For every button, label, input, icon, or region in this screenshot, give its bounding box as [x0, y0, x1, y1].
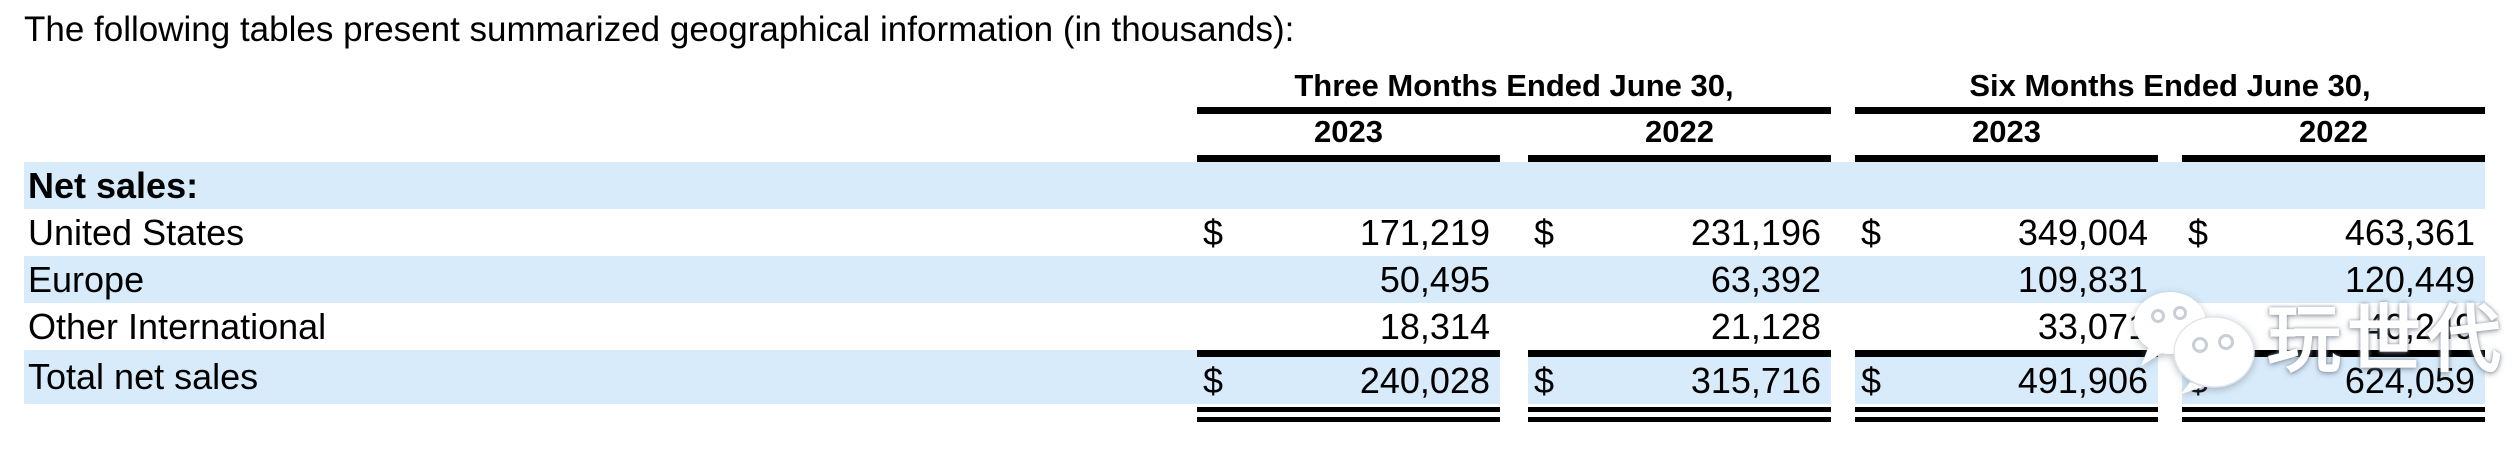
spacer-cell — [1500, 256, 1528, 303]
value-cell: $ 231,196 — [1528, 209, 1831, 256]
spacer-cell — [1831, 110, 1855, 162]
value: 349,004 — [2017, 211, 2148, 253]
geographic-sales-table: Three Months Ended June 30, Six Months E… — [24, 68, 2485, 430]
double-rule — [2182, 404, 2485, 430]
double-rule — [1197, 404, 1500, 430]
spacer-cell — [1831, 350, 1855, 404]
value-cell: $ 349,004 — [1855, 209, 2158, 256]
spacer-cell — [1500, 110, 1528, 162]
double-rule — [1855, 404, 2158, 430]
table-row-other-international: Other International 18,314 21,128 33,071… — [24, 303, 2485, 350]
dollar-sign: $ — [1203, 359, 1224, 401]
value: 463,361 — [2344, 211, 2475, 253]
total-value-cell: $ 240,028 — [1197, 350, 1500, 404]
year-header-row: 2023 2022 2023 2022 — [24, 110, 2485, 162]
spacer-cell — [24, 68, 1197, 114]
column-group-three-months: Three Months Ended June 30, — [1197, 68, 1831, 114]
spacer-cell — [2158, 303, 2182, 350]
section-header-row: Net sales: — [24, 162, 2485, 209]
dollar-sign: $ — [1534, 359, 1555, 401]
row-label: Europe — [28, 258, 145, 300]
column-group-six-months: Six Months Ended June 30, — [1855, 68, 2485, 114]
dollar-sign: $ — [2188, 211, 2209, 253]
dollar-sign: $ — [2188, 359, 2209, 401]
spacer-cell — [2158, 256, 2182, 303]
double-rule — [1528, 404, 1831, 430]
row-label: United States — [28, 211, 245, 253]
spacer-cell — [1500, 303, 1528, 350]
spacer-cell — [1500, 350, 1528, 404]
value-cell: 120,449 — [2344, 258, 2475, 300]
double-rule-row — [24, 404, 2485, 430]
dollar-sign: $ — [1861, 211, 1882, 253]
value: 231,196 — [1690, 211, 1821, 253]
row-label: Other International — [28, 305, 327, 347]
value-cell: 63,392 — [1710, 258, 1821, 300]
spacer-cell — [2158, 110, 2182, 162]
value-cell: $ 171,219 — [1197, 209, 1500, 256]
year-header-3mo-2022: 2022 — [1528, 110, 1831, 162]
spacer-cell — [24, 110, 1197, 162]
spacer-cell — [1831, 256, 1855, 303]
spacer-cell — [1500, 209, 1528, 256]
column-group-header-row: Three Months Ended June 30, Six Months E… — [24, 68, 2485, 114]
value-cell: 109,831 — [2017, 258, 2148, 300]
value: 315,716 — [1690, 359, 1821, 401]
value: 171,219 — [1359, 211, 1490, 253]
dollar-sign: $ — [1861, 359, 1882, 401]
value-cell: 33,071 — [2037, 305, 2148, 347]
value: 491,906 — [2017, 359, 2148, 401]
spacer-cell — [1831, 303, 1855, 350]
spacer-cell — [2158, 209, 2182, 256]
value-cell: 40,249 — [2364, 305, 2475, 347]
value-cell: 18,314 — [1379, 305, 1490, 347]
total-value-cell: $ 491,906 — [1855, 350, 2158, 404]
value-cell: 21,128 — [1710, 305, 1821, 347]
intro-text: The following tables present summarized … — [24, 10, 1295, 49]
dollar-sign: $ — [1203, 211, 1224, 253]
value-cell: $ 463,361 — [2182, 209, 2485, 256]
spacer-cell — [2158, 350, 2182, 404]
year-header-3mo-2023: 2023 — [1197, 110, 1500, 162]
dollar-sign: $ — [1534, 211, 1555, 253]
value-cell: 50,495 — [1379, 258, 1490, 300]
table-row-united-states: United States $ 171,219 $ 231,196 $ 349,… — [24, 209, 2485, 256]
row-label: Total net sales — [24, 350, 1197, 404]
table-row-europe: Europe 50,495 63,392 109,831 120,449 — [24, 256, 2485, 303]
spacer-cell — [1831, 209, 1855, 256]
table-row-total-net-sales: Total net sales $ 240,028 $ 315,716 $ 49… — [24, 350, 2485, 404]
total-value-cell: $ 315,716 — [1528, 350, 1831, 404]
value: 624,059 — [2344, 359, 2475, 401]
year-header-6mo-2022: 2022 — [2182, 110, 2485, 162]
total-value-cell: $ 624,059 — [2182, 350, 2485, 404]
year-header-6mo-2023: 2023 — [1855, 110, 2158, 162]
section-label: Net sales: — [28, 164, 199, 206]
value: 240,028 — [1359, 359, 1490, 401]
spacer-cell — [1831, 68, 1855, 114]
